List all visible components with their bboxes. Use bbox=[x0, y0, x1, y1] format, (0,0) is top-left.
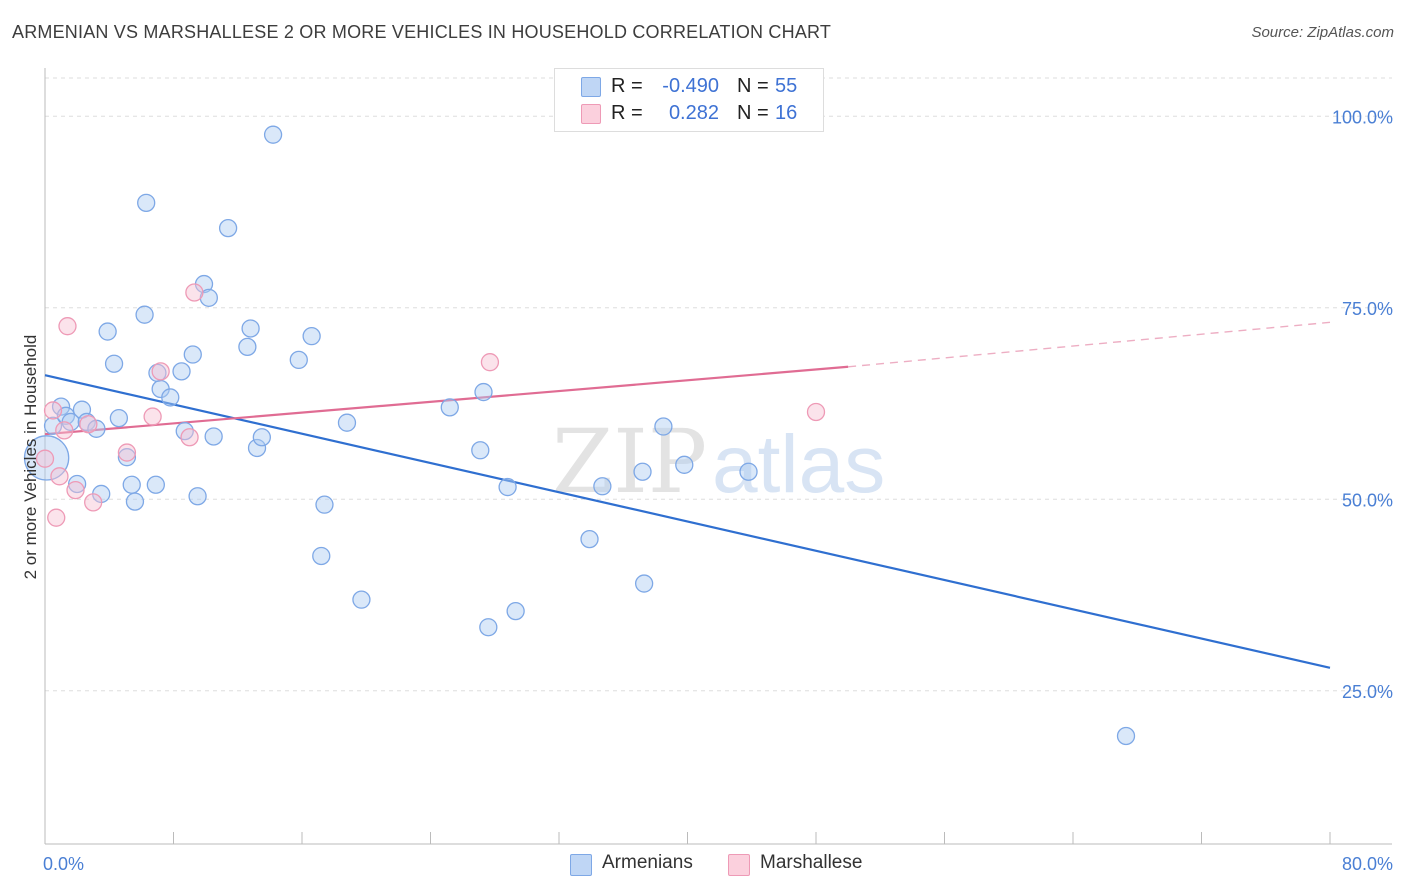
data-point-marshallese bbox=[58, 317, 77, 336]
data-point-armenians bbox=[337, 413, 357, 432]
data-point-armenians bbox=[146, 475, 165, 494]
x-tick-label: 0.0% bbox=[43, 854, 84, 874]
watermark-atlas: atlas bbox=[712, 419, 885, 510]
data-point-marshallese bbox=[806, 402, 826, 422]
data-point-armenians bbox=[238, 337, 257, 357]
data-point-armenians bbox=[263, 125, 283, 144]
data-point-armenians bbox=[315, 495, 334, 514]
data-point-armenians bbox=[633, 462, 652, 481]
data-point-marshallese bbox=[55, 421, 74, 440]
data-point-armenians bbox=[252, 428, 271, 447]
source-label: Source: ZipAtlas.com bbox=[1251, 24, 1394, 41]
data-point-armenians bbox=[498, 477, 517, 497]
bottom-legend-swatch-armenians bbox=[570, 854, 592, 876]
data-point-armenians bbox=[739, 462, 758, 481]
data-point-marshallese bbox=[84, 493, 103, 512]
data-point-armenians bbox=[122, 475, 141, 494]
data-point-armenians bbox=[634, 574, 654, 593]
legend-n-value: 16 bbox=[775, 102, 798, 124]
legend-r-label: R = bbox=[611, 75, 643, 97]
bottom-legend-label-marshallese: Marshallese bbox=[760, 852, 863, 873]
data-point-marshallese bbox=[480, 353, 500, 372]
correlation-legend: R = -0.490 N = 55 R = 0.282 N = 16 bbox=[554, 68, 824, 132]
y-axis-label: 2 or more Vehicles in Household bbox=[21, 335, 40, 580]
data-point-armenians bbox=[289, 350, 308, 370]
bottom-legend-swatch-marshallese bbox=[728, 854, 750, 876]
data-point-armenians bbox=[104, 354, 124, 373]
data-point-marshallese bbox=[66, 480, 85, 500]
y-tick-label: 50.0% bbox=[1342, 490, 1393, 510]
data-point-armenians bbox=[241, 319, 260, 338]
data-point-armenians bbox=[43, 416, 63, 435]
data-point-armenians bbox=[506, 601, 525, 621]
data-point-armenians bbox=[474, 382, 493, 402]
data-point-armenians bbox=[23, 435, 70, 481]
chart-title: ARMENIAN VS MARSHALLESE 2 OR MORE VEHICL… bbox=[12, 22, 832, 42]
legend-n-label: N = bbox=[737, 75, 769, 97]
data-point-armenians bbox=[247, 438, 267, 458]
data-point-armenians bbox=[175, 421, 194, 441]
legend-n-value: 55 bbox=[775, 75, 798, 97]
data-point-armenians bbox=[67, 474, 87, 494]
y-tick-label: 75.0% bbox=[1342, 299, 1393, 319]
legend-r-label: R = bbox=[611, 102, 643, 124]
data-point-armenians bbox=[188, 487, 207, 506]
data-point-armenians bbox=[593, 477, 612, 496]
data-point-marshallese bbox=[117, 443, 137, 462]
data-point-armenians bbox=[302, 326, 321, 346]
data-point-marshallese bbox=[35, 449, 55, 468]
watermark: ZIP atlas bbox=[552, 410, 885, 513]
trend-line-armenians bbox=[44, 374, 1331, 669]
data-point-marshallese bbox=[143, 407, 162, 426]
axes bbox=[44, 68, 1392, 845]
data-point-armenians bbox=[479, 618, 498, 637]
y-tick-label: 100.0% bbox=[1332, 107, 1393, 127]
data-point-armenians bbox=[135, 305, 154, 324]
data-point-marshallese bbox=[47, 508, 66, 527]
y-tick-label: 25.0% bbox=[1342, 682, 1393, 702]
data-point-armenians bbox=[137, 193, 156, 213]
data-point-armenians bbox=[1116, 726, 1136, 746]
legend-row-marshallese: R = 0.282 N = 16 bbox=[555, 101, 823, 127]
legend-row-armenians: R = -0.490 N = 55 bbox=[555, 74, 823, 100]
data-point-armenians bbox=[125, 492, 145, 511]
data-point-armenians bbox=[471, 441, 490, 460]
trend-lines bbox=[44, 321, 1331, 669]
data-point-marshallese bbox=[43, 401, 63, 420]
grid-lines bbox=[45, 77, 1392, 692]
data-point-marshallese bbox=[151, 362, 170, 381]
data-point-armenians bbox=[161, 388, 180, 407]
data-point-marshallese bbox=[50, 467, 69, 486]
data-point-armenians bbox=[312, 546, 331, 566]
legend-r-value: 0.282 bbox=[668, 102, 719, 124]
data-point-armenians bbox=[580, 529, 599, 549]
data-point-armenians bbox=[183, 345, 202, 364]
trend-line-marshallese-extension bbox=[848, 321, 1331, 368]
data-point-armenians bbox=[109, 408, 129, 428]
legend-n-label: N = bbox=[737, 102, 769, 124]
data-point-armenians bbox=[204, 427, 223, 446]
trend-line-marshallese bbox=[44, 365, 849, 436]
data-point-marshallese bbox=[185, 283, 204, 302]
data-point-armenians bbox=[352, 590, 371, 609]
legend-swatch-marshallese bbox=[581, 104, 601, 124]
data-point-armenians bbox=[440, 398, 459, 417]
data-point-marshallese bbox=[79, 415, 98, 434]
data-point-marshallese bbox=[180, 428, 199, 447]
data-point-armenians bbox=[654, 417, 673, 436]
bottom-legend-label-armenians: Armenians bbox=[602, 852, 693, 873]
data-point-armenians bbox=[218, 218, 238, 238]
legend-r-value: -0.490 bbox=[662, 75, 719, 97]
data-point-armenians bbox=[675, 455, 694, 474]
data-point-armenians bbox=[98, 322, 117, 341]
legend-swatch-armenians bbox=[581, 77, 601, 97]
data-points bbox=[23, 125, 1136, 746]
tick-labels: 25.0% 50.0% 75.0% 100.0% 0.0% 80.0% bbox=[43, 107, 1393, 874]
data-point-armenians bbox=[117, 448, 137, 467]
data-point-armenians bbox=[172, 362, 191, 381]
x-tick-label: 80.0% bbox=[1342, 854, 1393, 874]
